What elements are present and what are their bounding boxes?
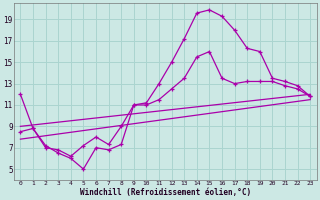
X-axis label: Windchill (Refroidissement éolien,°C): Windchill (Refroidissement éolien,°C) [80,188,251,197]
